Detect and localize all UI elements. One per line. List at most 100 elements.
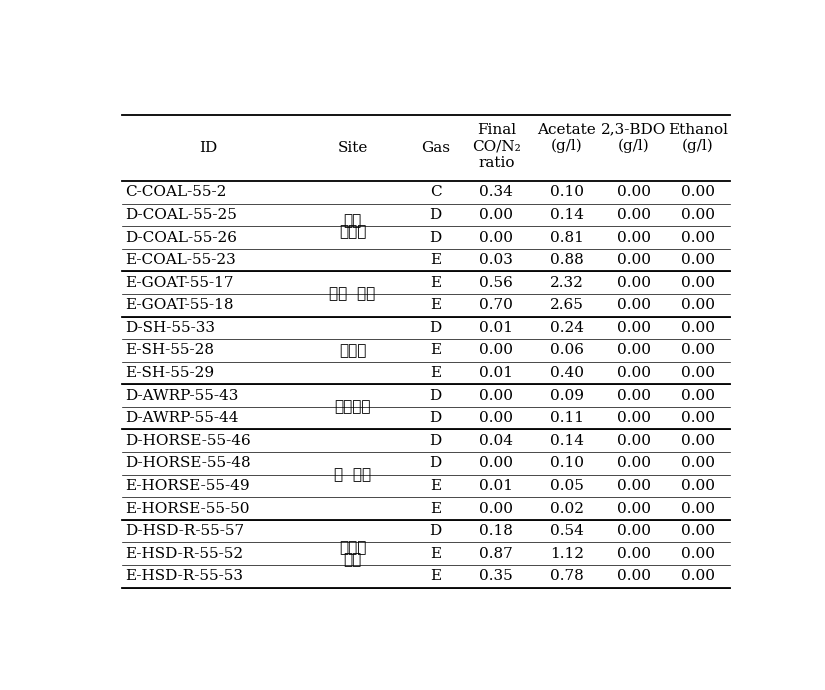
Text: 0.00: 0.00 bbox=[617, 186, 651, 199]
Text: 0.00: 0.00 bbox=[681, 253, 714, 267]
Text: 0.14: 0.14 bbox=[549, 434, 583, 448]
Text: 0.01: 0.01 bbox=[479, 321, 513, 335]
Text: 0.00: 0.00 bbox=[617, 230, 651, 244]
Text: 0.00: 0.00 bbox=[617, 366, 651, 380]
Text: E-HORSE-55-49: E-HORSE-55-49 bbox=[125, 479, 249, 493]
Text: 0.06: 0.06 bbox=[549, 344, 583, 357]
Text: E: E bbox=[430, 276, 441, 290]
Text: 0.00: 0.00 bbox=[617, 434, 651, 448]
Text: 0.00: 0.00 bbox=[681, 456, 714, 471]
Text: 0.00: 0.00 bbox=[479, 411, 513, 425]
Text: D: D bbox=[430, 434, 441, 448]
Text: 0.00: 0.00 bbox=[617, 208, 651, 222]
Text: 0.00: 0.00 bbox=[617, 569, 651, 583]
Text: ID: ID bbox=[200, 141, 218, 155]
Text: D-SH-55-33: D-SH-55-33 bbox=[125, 321, 214, 335]
Text: D: D bbox=[430, 456, 441, 471]
Text: Final: Final bbox=[477, 123, 516, 137]
Text: 0.00: 0.00 bbox=[681, 569, 714, 583]
Text: 0.00: 0.00 bbox=[617, 253, 651, 267]
Text: 갈대습지: 갈대습지 bbox=[334, 400, 370, 415]
Text: D-HORSE-55-48: D-HORSE-55-48 bbox=[125, 456, 251, 471]
Text: E: E bbox=[430, 546, 441, 561]
Text: 염소  분뇌: 염소 분뇌 bbox=[329, 286, 375, 302]
Text: 0.01: 0.01 bbox=[479, 479, 513, 493]
Text: 0.00: 0.00 bbox=[479, 388, 513, 402]
Text: D-HORSE-55-46: D-HORSE-55-46 bbox=[125, 434, 251, 448]
Text: E: E bbox=[430, 502, 441, 515]
Text: D: D bbox=[430, 524, 441, 538]
Text: E: E bbox=[430, 366, 441, 380]
Text: 0.00: 0.00 bbox=[479, 456, 513, 471]
Text: D: D bbox=[430, 388, 441, 402]
Text: 0.56: 0.56 bbox=[479, 276, 513, 290]
Text: 0.00: 0.00 bbox=[681, 411, 714, 425]
Text: D-AWRP-55-43: D-AWRP-55-43 bbox=[125, 388, 238, 402]
Text: 0.01: 0.01 bbox=[479, 366, 513, 380]
Text: E: E bbox=[430, 298, 441, 313]
Text: 0.00: 0.00 bbox=[681, 298, 714, 313]
Text: E-SH-55-29: E-SH-55-29 bbox=[125, 366, 214, 380]
Text: E: E bbox=[430, 253, 441, 267]
Text: 0.00: 0.00 bbox=[617, 546, 651, 561]
Text: C: C bbox=[430, 186, 441, 199]
Text: 2.65: 2.65 bbox=[549, 298, 583, 313]
Text: 0.00: 0.00 bbox=[617, 411, 651, 425]
Text: 0.00: 0.00 bbox=[681, 344, 714, 357]
Text: 0.24: 0.24 bbox=[549, 321, 583, 335]
Text: 0.00: 0.00 bbox=[479, 230, 513, 244]
Text: 0.88: 0.88 bbox=[549, 253, 583, 267]
Text: 0.14: 0.14 bbox=[549, 208, 583, 222]
Text: CO/N₂: CO/N₂ bbox=[472, 139, 521, 153]
Text: E: E bbox=[430, 569, 441, 583]
Text: 0.00: 0.00 bbox=[681, 366, 714, 380]
Text: 0.00: 0.00 bbox=[681, 502, 714, 515]
Text: 0.54: 0.54 bbox=[549, 524, 583, 538]
Text: E-GOAT-55-17: E-GOAT-55-17 bbox=[125, 276, 233, 290]
Text: D: D bbox=[430, 321, 441, 335]
Text: 0.87: 0.87 bbox=[479, 546, 513, 561]
Text: 0.00: 0.00 bbox=[617, 479, 651, 493]
Text: 광업소: 광업소 bbox=[339, 225, 366, 239]
Text: 0.18: 0.18 bbox=[479, 524, 513, 538]
Text: 0.00: 0.00 bbox=[681, 321, 714, 335]
Text: 0.03: 0.03 bbox=[479, 253, 513, 267]
Text: ratio: ratio bbox=[478, 156, 515, 170]
Text: 0.00: 0.00 bbox=[681, 546, 714, 561]
Text: 0.00: 0.00 bbox=[617, 456, 651, 471]
Text: 0.02: 0.02 bbox=[549, 502, 583, 515]
Text: 0.00: 0.00 bbox=[681, 208, 714, 222]
Text: E-HSD-R-55-53: E-HSD-R-55-53 bbox=[125, 569, 243, 583]
Text: 0.00: 0.00 bbox=[617, 502, 651, 515]
Text: 0.00: 0.00 bbox=[681, 434, 714, 448]
Text: Acetate: Acetate bbox=[537, 123, 596, 137]
Text: D-HSD-R-55-57: D-HSD-R-55-57 bbox=[125, 524, 244, 538]
Text: 황산도: 황산도 bbox=[339, 540, 366, 555]
Text: 0.00: 0.00 bbox=[681, 388, 714, 402]
Text: E: E bbox=[430, 479, 441, 493]
Text: 0.00: 0.00 bbox=[617, 298, 651, 313]
Text: E-GOAT-55-18: E-GOAT-55-18 bbox=[125, 298, 233, 313]
Text: 0.00: 0.00 bbox=[617, 344, 651, 357]
Text: 0.10: 0.10 bbox=[549, 456, 583, 471]
Text: 0.00: 0.00 bbox=[681, 230, 714, 244]
Text: 0.05: 0.05 bbox=[549, 479, 583, 493]
Text: 0.00: 0.00 bbox=[681, 276, 714, 290]
Text: 2,3-BDO: 2,3-BDO bbox=[601, 123, 667, 137]
Text: 0.00: 0.00 bbox=[617, 276, 651, 290]
Text: (g/l): (g/l) bbox=[551, 139, 582, 153]
Text: (g/l): (g/l) bbox=[618, 139, 649, 153]
Text: 0.35: 0.35 bbox=[479, 569, 513, 583]
Text: 0.00: 0.00 bbox=[479, 502, 513, 515]
Text: 2.32: 2.32 bbox=[549, 276, 583, 290]
Text: D-AWRP-55-44: D-AWRP-55-44 bbox=[125, 411, 238, 425]
Text: 0.11: 0.11 bbox=[549, 411, 583, 425]
Text: D: D bbox=[430, 411, 441, 425]
Text: E: E bbox=[430, 344, 441, 357]
Text: 0.00: 0.00 bbox=[479, 344, 513, 357]
Text: 0.00: 0.00 bbox=[479, 208, 513, 222]
Text: Gas: Gas bbox=[421, 141, 450, 155]
Text: 0.00: 0.00 bbox=[617, 321, 651, 335]
Text: 말  분뇌: 말 분뇌 bbox=[334, 467, 371, 482]
Text: 0.10: 0.10 bbox=[549, 186, 583, 199]
